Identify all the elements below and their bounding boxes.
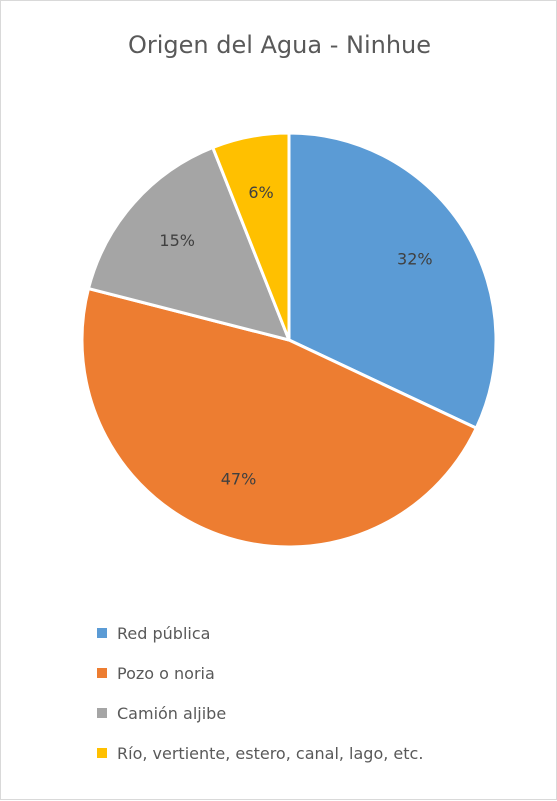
data-label: 47% (221, 470, 257, 489)
data-label: 15% (159, 231, 195, 250)
legend-label: Camión aljibe (117, 703, 227, 723)
pie-slice (287, 131, 498, 430)
legend-swatch (97, 628, 107, 638)
legend-item-red-publica: Red pública (97, 621, 423, 645)
pie-slice (80, 287, 478, 549)
legend-swatch (97, 748, 107, 758)
pie-slice (87, 146, 291, 342)
legend-item-pozo-o-noria: Pozo o noria (97, 661, 423, 685)
legend-swatch (97, 668, 107, 678)
pie-slice (211, 131, 291, 342)
data-label: 6% (248, 183, 273, 202)
legend-item-rio-vertiente: Río, vertiente, estero, canal, lago, etc… (97, 741, 423, 765)
chart-title: Origen del Agua - Ninhue (127, 31, 432, 59)
legend-label: Pozo o noria (117, 663, 215, 683)
chart-legend: Red pública Pozo o noria Camión aljibe R… (97, 621, 423, 781)
legend-swatch (97, 708, 107, 718)
legend-label: Red pública (117, 623, 211, 643)
legend-label: Río, vertiente, estero, canal, lago, etc… (117, 743, 424, 763)
data-label: 32% (397, 250, 433, 269)
legend-item-camion-aljibe: Camión aljibe (97, 701, 423, 725)
